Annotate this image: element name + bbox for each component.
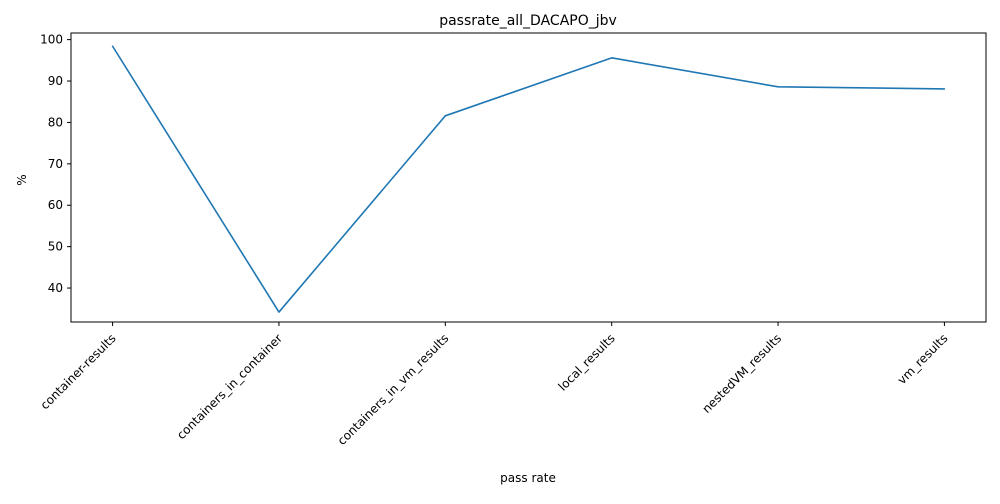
- y-axis-ticks: 40 50 60 70 80 90 100: [40, 33, 71, 295]
- y-tick-label: 80: [48, 115, 63, 129]
- x-tick-label: local_results: [555, 331, 617, 393]
- x-axis-ticks: container-results containers_in_container…: [38, 322, 951, 448]
- x-axis-label: pass rate: [500, 471, 556, 485]
- x-tick-label: containers_in_vm_results: [335, 331, 452, 448]
- series-layer: [111, 45, 946, 313]
- x-tick-label: nestedVM_results: [700, 331, 785, 416]
- x-tick-label: container-results: [38, 331, 119, 412]
- x-tick-label: containers_in_container: [174, 331, 285, 442]
- y-tick-label: 40: [48, 281, 63, 295]
- plot-frame: [70, 32, 987, 323]
- series-line: [111, 45, 946, 313]
- y-tick-label: 90: [48, 74, 63, 88]
- y-tick-label: 100: [40, 33, 63, 47]
- y-axis-label: %: [15, 174, 29, 185]
- y-tick-label: 50: [48, 240, 63, 254]
- y-tick-label: 70: [48, 157, 63, 171]
- y-tick-label: 60: [48, 198, 63, 212]
- x-tick-label: vm_results: [895, 331, 951, 387]
- chart-title: passrate_all_DACAPO_jbv: [439, 13, 617, 29]
